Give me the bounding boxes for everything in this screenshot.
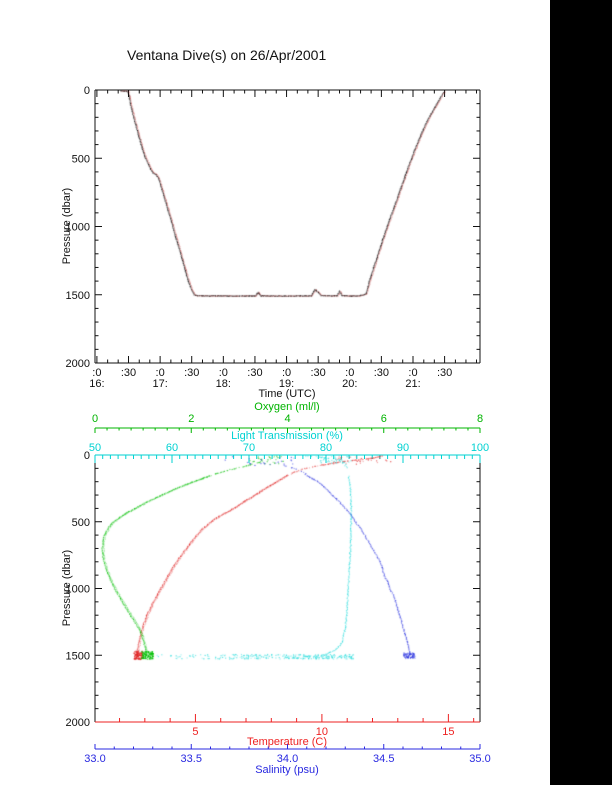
svg-text:15: 15 [442,726,454,738]
svg-text::0: :0 [282,367,291,379]
svg-text:10: 10 [316,726,328,738]
svg-text:100: 100 [471,442,489,454]
svg-text:8: 8 [477,413,483,425]
profile-plot-canvas [95,455,480,722]
svg-text:0: 0 [84,85,90,97]
svg-text:19:: 19: [279,378,294,390]
svg-text::30: :30 [121,367,136,379]
svg-text:90: 90 [397,442,409,454]
svg-text::30: :30 [184,367,199,379]
svg-text:50: 50 [89,442,101,454]
plot-title: Ventana Dive(s) on 26/Apr/2001 [127,47,327,63]
svg-text::0: :0 [156,367,165,379]
svg-text:33.5: 33.5 [181,753,202,765]
svg-text::0: :0 [345,367,354,379]
svg-text:0: 0 [84,450,90,462]
svg-text:2: 2 [188,413,194,425]
svg-text::30: :30 [437,367,452,379]
svg-text:18:: 18: [216,378,231,390]
svg-text:21:: 21: [405,378,420,390]
svg-text:80: 80 [320,442,332,454]
svg-text:16:: 16: [89,378,104,390]
svg-text:17:: 17: [152,378,167,390]
svg-text:33.0: 33.0 [84,753,105,765]
svg-text::30: :30 [374,367,389,379]
svg-text:500: 500 [72,153,90,165]
svg-text:0: 0 [92,413,98,425]
svg-text:4: 4 [284,413,290,425]
svg-text::0: :0 [92,367,101,379]
svg-text:2000: 2000 [66,717,90,729]
svg-text:5: 5 [192,726,198,738]
temperature-axis-title: Temperature (C) [246,736,328,748]
svg-text:500: 500 [72,517,90,529]
svg-text:1000: 1000 [66,584,90,596]
svg-text:6: 6 [381,413,387,425]
svg-text:20:: 20: [342,378,357,390]
svg-text:2000: 2000 [66,358,90,370]
svg-text::30: :30 [311,367,326,379]
salinity-axis-title: Salinity (psu) [255,764,319,776]
time-axis-title: Time (UTC) [258,388,316,400]
light-transmission-axis-title: Light Transmission (%) [231,430,343,442]
svg-text:34.5: 34.5 [373,753,394,765]
svg-text::0: :0 [219,367,228,379]
svg-text:60: 60 [166,442,178,454]
svg-text:1000: 1000 [66,222,90,234]
oxygen-axis-title: Oxygen (ml/l) [254,401,320,413]
svg-text::30: :30 [247,367,262,379]
dive-depth-plot-canvas [95,90,480,363]
svg-text:34.0: 34.0 [277,753,298,765]
svg-text:1500: 1500 [66,290,90,302]
svg-text:1500: 1500 [66,650,90,662]
svg-text:35.0: 35.0 [469,753,490,765]
right-black-bar [550,0,612,785]
svg-text::0: :0 [408,367,417,379]
svg-text:70: 70 [243,442,255,454]
